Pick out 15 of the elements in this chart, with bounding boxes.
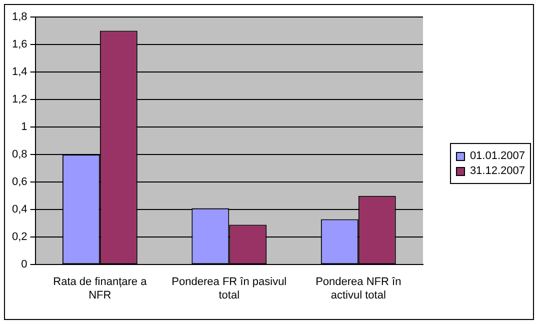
y-tick-label: 0,6 — [12, 176, 28, 188]
y-tick-label: 1,4 — [12, 66, 28, 78]
y-tick-label: 0 — [21, 258, 28, 271]
legend-label: 01.01.2007 — [470, 150, 525, 162]
y-tick-label: 0,8 — [12, 148, 28, 161]
y-tick-label: 1 — [21, 121, 28, 134]
y-tick-label: 0,4 — [12, 204, 28, 216]
x-tick-label: Rata de finanțare a NFR — [53, 276, 148, 302]
y-tick-label: 1,8 — [12, 11, 28, 24]
y-tick-label: 1,2 — [12, 94, 28, 106]
x-tick-label: Ponderea FR în pasivul total — [172, 276, 287, 302]
y-tick-label: 0,2 — [12, 231, 28, 244]
legend-label: 31.12.2007 — [470, 165, 525, 177]
x-tick-label: Ponderea NFR în activul total — [316, 276, 402, 302]
y-tick-label: 1,6 — [12, 38, 28, 51]
